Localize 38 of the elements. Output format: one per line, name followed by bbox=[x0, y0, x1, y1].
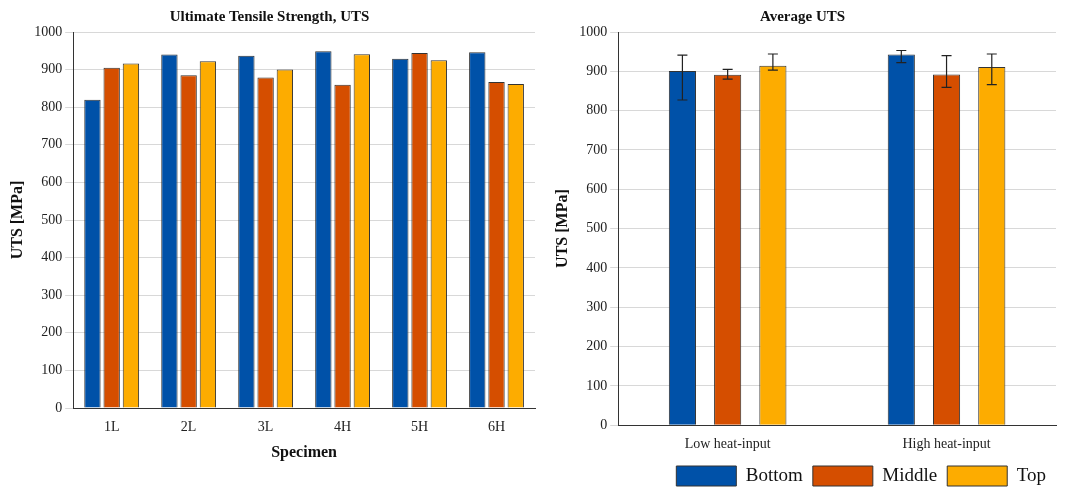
y-tick-label: 900 bbox=[586, 62, 608, 78]
chart-title: Ultimate Tensile Strength, UTS bbox=[169, 7, 370, 24]
y-tick-label: 800 bbox=[586, 102, 608, 118]
x-tick-label: 2L bbox=[180, 419, 197, 435]
y-tick-label: 200 bbox=[586, 338, 608, 354]
y-tick-label: 800 bbox=[41, 98, 63, 114]
y-tick-label: 900 bbox=[41, 61, 63, 77]
x-tick-label: 5H bbox=[410, 419, 429, 435]
y-axis-title: UTS [MPa] bbox=[552, 189, 570, 268]
y-tick-label: 300 bbox=[41, 286, 63, 302]
legend-label: Bottom bbox=[745, 463, 804, 485]
legend-label: Middle bbox=[882, 463, 938, 485]
y-tick-label: 1000 bbox=[34, 23, 63, 39]
y-tick-label: 200 bbox=[41, 324, 63, 340]
y-tick-label: 0 bbox=[600, 416, 608, 432]
y-tick-label: 100 bbox=[41, 362, 63, 378]
y-tick-label: 100 bbox=[586, 377, 608, 393]
y-tick-label: 0 bbox=[55, 399, 63, 415]
x-tick-label: 3L bbox=[257, 419, 274, 435]
x-tick-label: 6H bbox=[487, 419, 506, 435]
x-tick-label: High heat-input bbox=[902, 436, 991, 452]
y-axis-title: UTS [MPa] bbox=[7, 180, 25, 260]
y-tick-label: 500 bbox=[586, 220, 608, 236]
y-tick-label: 500 bbox=[41, 211, 63, 227]
x-tick-label: 1L bbox=[103, 419, 120, 435]
y-tick-label: 300 bbox=[586, 298, 608, 314]
y-tick-label: 600 bbox=[586, 180, 608, 196]
y-tick-label: 400 bbox=[586, 259, 608, 275]
x-axis-title: Specimen bbox=[271, 442, 338, 461]
x-tick-label: Low heat-input bbox=[684, 436, 771, 452]
y-tick-label: 700 bbox=[41, 136, 63, 152]
y-tick-label: 1000 bbox=[579, 23, 608, 39]
y-tick-label: 700 bbox=[586, 141, 608, 157]
x-tick-label: 4H bbox=[334, 419, 352, 435]
y-tick-label: 400 bbox=[41, 249, 63, 265]
chart-title: Average UTS bbox=[759, 7, 846, 24]
legend-label: Top bbox=[1016, 463, 1046, 485]
y-tick-label: 600 bbox=[41, 174, 63, 190]
